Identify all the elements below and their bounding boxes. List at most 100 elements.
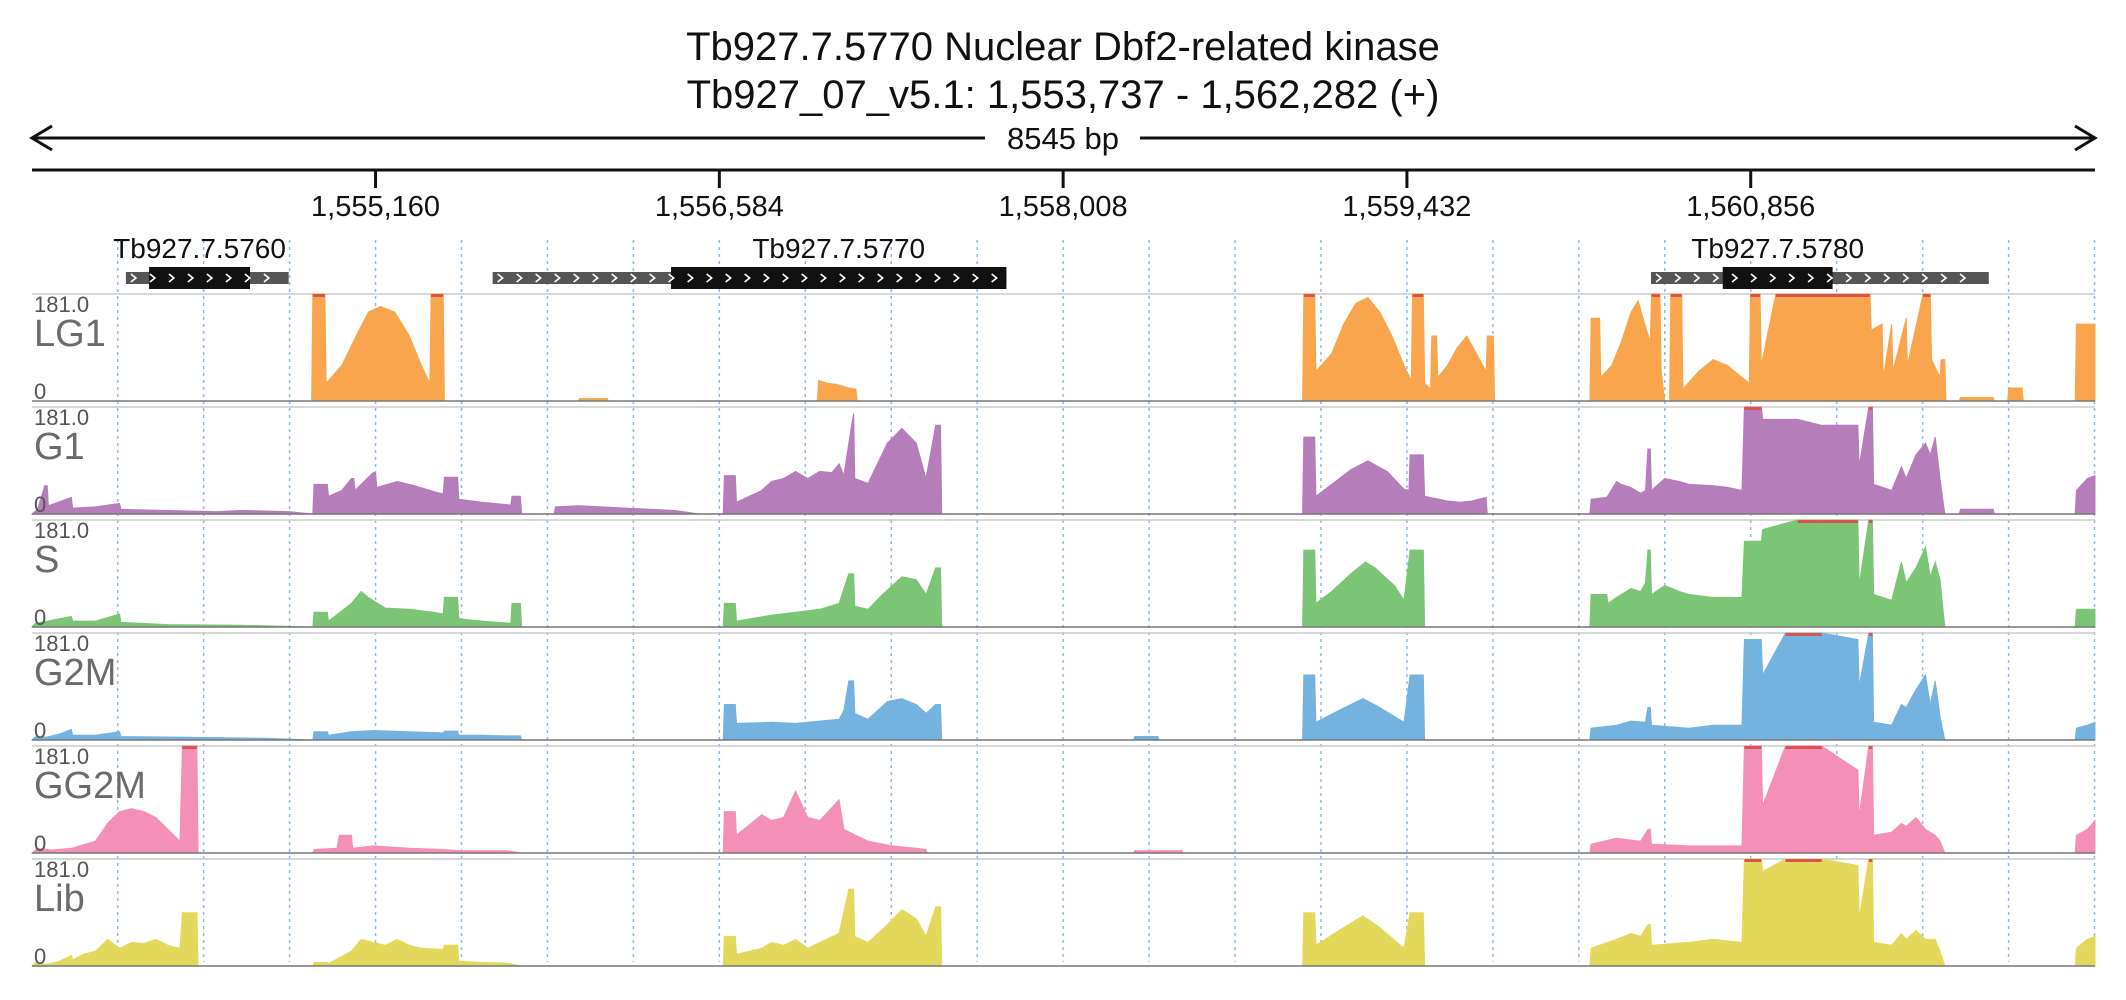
span-indicator: 8545 bp xyxy=(29,121,2098,156)
coverage-area xyxy=(30,406,2096,515)
track-name-label: GG2M xyxy=(34,765,146,807)
strand-chevron xyxy=(763,273,770,283)
clip-indicator xyxy=(1744,859,1762,862)
strand-chevron xyxy=(934,273,941,283)
clip-indicator xyxy=(1923,294,1931,297)
strand-chevron xyxy=(1845,273,1853,283)
gene-label: Tb927.7.5760 xyxy=(113,233,286,264)
clip-indicator xyxy=(1744,407,1762,410)
track-name-label: G1 xyxy=(34,426,85,468)
strand-chevron xyxy=(1731,273,1739,283)
strand-chevron xyxy=(1902,273,1910,283)
clip-indicator xyxy=(1303,294,1315,297)
clip-indicator xyxy=(1868,407,1873,410)
strand-chevron xyxy=(535,273,542,283)
span-arrow-right-head xyxy=(2074,124,2098,152)
strand-chevron xyxy=(877,273,884,283)
track-max-label: 181.0 xyxy=(34,518,89,543)
strand-chevron xyxy=(1769,273,1777,283)
track-max-label: 181.0 xyxy=(34,631,89,656)
gene-model: Tb927.7.5760 xyxy=(113,233,289,289)
strand-chevron xyxy=(782,273,789,283)
span-arrow-left-head xyxy=(29,124,53,152)
clip-indicator xyxy=(1868,633,1873,636)
track-max-label: 181.0 xyxy=(34,857,89,882)
strand-chevron xyxy=(592,273,599,283)
strand-chevron xyxy=(1712,273,1720,283)
track-name-label: LG1 xyxy=(34,313,106,355)
strand-chevron xyxy=(1750,273,1758,283)
tick-label: 1,558,008 xyxy=(999,191,1128,223)
track-min-label: 0 xyxy=(34,831,46,856)
chart-title-gene: Tb927.7.5770 Nuclear Dbf2-related kinase xyxy=(686,25,1440,69)
strand-chevron xyxy=(801,273,808,283)
strand-chevron xyxy=(991,273,998,283)
gene-model: Tb927.7.5780 xyxy=(1651,233,1989,289)
strand-chevron xyxy=(1788,273,1796,283)
strand-chevron xyxy=(244,273,252,283)
tick-label: 1,556,584 xyxy=(655,191,784,223)
clip-indicator xyxy=(1651,294,1660,297)
strand-chevron xyxy=(820,273,827,283)
strand-chevron xyxy=(858,273,865,283)
clip-indicator xyxy=(1744,746,1762,749)
clip-indicator xyxy=(431,294,444,297)
clip-indicator xyxy=(1821,520,1858,523)
clip-indicator xyxy=(1775,294,1870,297)
span-label: 8545 bp xyxy=(1007,121,1119,156)
strand-chevron xyxy=(744,273,751,283)
clip-indicator xyxy=(1785,746,1822,749)
strand-chevron xyxy=(896,273,903,283)
gene-cds-bar xyxy=(1722,267,1833,289)
track-min-label: 0 xyxy=(34,379,46,404)
chart-title-locus: Tb927_07_v5.1: 1,553,737 - 1,562,282 (+) xyxy=(687,73,1440,117)
strand-chevron xyxy=(1864,273,1872,283)
gene-model: Tb927.7.5770 xyxy=(492,233,1007,289)
clip-indicator xyxy=(1868,520,1873,523)
strand-chevron xyxy=(1940,273,1948,283)
track-min-label: 0 xyxy=(34,944,46,969)
coordinate-ticks: 1,555,160 1,556,584 1,558,008 1,559,432 1,56… xyxy=(311,170,1815,223)
clip-indicator xyxy=(1785,859,1822,862)
strand-chevron xyxy=(839,273,846,283)
strand-chevron xyxy=(206,273,214,283)
tick-label: 1,559,432 xyxy=(1342,191,1471,223)
clip-indicator xyxy=(1785,633,1822,636)
strand-chevron xyxy=(516,273,523,283)
strand-chevron xyxy=(1883,273,1891,283)
tick-label: 1,555,160 xyxy=(311,191,440,223)
gene-cds-bar xyxy=(671,267,1007,289)
strand-chevron xyxy=(972,273,979,283)
strand-chevron xyxy=(915,273,922,283)
gene-cds-bar xyxy=(149,267,251,289)
strand-chevron xyxy=(725,273,732,283)
track-s: 181.0S 0 xyxy=(30,518,2096,630)
gene-models: Tb927.7.5760 Tb927.7.5770 Tb927.7.5780 xyxy=(113,233,1989,289)
strand-chevron xyxy=(706,273,713,283)
strand-chevron xyxy=(630,273,637,283)
strand-chevron xyxy=(130,273,138,283)
strand-chevron xyxy=(225,273,233,283)
strand-chevron xyxy=(611,273,618,283)
strand-chevron xyxy=(1826,273,1834,283)
track-min-label: 0 xyxy=(34,492,46,517)
clip-indicator xyxy=(1868,746,1873,749)
track-name-label: Lib xyxy=(34,878,85,920)
clip-indicator xyxy=(1412,294,1424,297)
clip-indicator xyxy=(1750,294,1761,297)
strand-chevron xyxy=(953,273,960,283)
strand-chevron xyxy=(168,273,176,283)
gene-label: Tb927.7.5770 xyxy=(752,233,925,264)
strand-chevron xyxy=(187,273,195,283)
strand-chevron xyxy=(1921,273,1929,283)
clip-indicator xyxy=(1797,520,1822,523)
clip-indicator xyxy=(312,294,325,297)
clip-indicator xyxy=(182,746,197,749)
strand-chevron xyxy=(649,273,656,283)
strand-chevron xyxy=(668,273,675,283)
